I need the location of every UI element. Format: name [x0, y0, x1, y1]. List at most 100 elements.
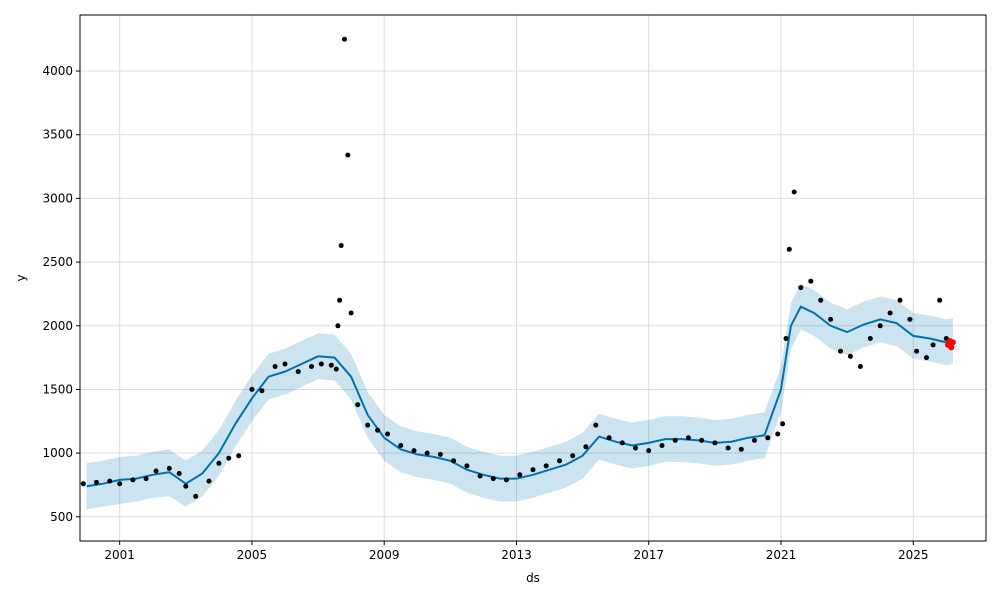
x-tick-label: 2009 — [369, 548, 400, 562]
observed-point — [838, 348, 843, 354]
observed-point — [94, 479, 99, 485]
observed-point — [685, 435, 691, 441]
observed-point — [342, 36, 347, 42]
observed-point — [166, 465, 172, 471]
uncertainty-band — [86, 283, 953, 510]
forecast-series — [86, 305, 954, 488]
observed-point — [783, 336, 789, 341]
observed-point — [333, 366, 339, 372]
observed-point — [847, 353, 853, 359]
y-tick-label: 2500 — [42, 255, 73, 269]
observed-point — [176, 471, 182, 476]
x-axis-label: ds — [526, 571, 540, 585]
observed-series — [80, 36, 949, 499]
observed-point — [451, 458, 457, 464]
observed-point — [282, 361, 288, 367]
y-tick-label: 3500 — [42, 128, 73, 142]
observed-point — [338, 243, 344, 248]
highlight-series — [945, 338, 956, 351]
observed-point — [659, 443, 665, 448]
observed-point — [543, 463, 549, 469]
observed-point — [249, 386, 255, 392]
observed-point — [309, 364, 314, 369]
observed-point — [887, 310, 893, 316]
observed-point — [226, 455, 232, 461]
observed-point — [897, 297, 903, 303]
y-tick-label: 3000 — [42, 191, 73, 205]
observed-point — [937, 297, 943, 303]
observed-point — [80, 481, 86, 487]
observed-point — [236, 453, 242, 459]
observed-point — [725, 445, 731, 451]
observed-point — [424, 450, 430, 456]
observed-point — [107, 478, 113, 484]
observed-point — [930, 342, 936, 348]
y-axis-label: y — [14, 274, 28, 281]
observed-point — [775, 431, 781, 437]
x-tick-label: 2001 — [104, 548, 135, 562]
observed-point — [857, 364, 863, 369]
observed-point — [328, 362, 334, 368]
observed-point — [337, 297, 343, 303]
observed-point — [183, 483, 189, 489]
x-tick-label: 2025 — [898, 548, 929, 562]
observed-point — [786, 246, 792, 252]
x-tick-label: 2021 — [766, 548, 797, 562]
observed-point — [672, 437, 678, 443]
observed-point — [752, 437, 757, 443]
plot-frame — [79, 14, 987, 542]
observed-point — [411, 448, 417, 454]
observed-point — [765, 435, 771, 441]
observed-point — [619, 440, 625, 446]
observed-point — [130, 477, 136, 483]
observed-point — [828, 316, 834, 322]
observed-point — [907, 316, 913, 322]
y-tick-label: 2000 — [42, 319, 73, 333]
forecast-line — [86, 305, 954, 488]
observed-point — [738, 446, 744, 452]
observed-point — [633, 445, 638, 451]
observed-point — [646, 448, 652, 454]
observed-point — [355, 402, 361, 408]
observed-point — [780, 421, 786, 427]
observed-point — [877, 323, 883, 329]
observed-point — [924, 355, 929, 361]
observed-point — [318, 361, 324, 367]
observed-point — [272, 364, 278, 369]
observed-point — [517, 472, 523, 478]
observed-point — [530, 467, 536, 473]
observed-point — [867, 336, 873, 341]
highlight-point — [948, 344, 955, 351]
highlight-point — [949, 339, 956, 346]
y-axis-ticks: 500 1000 1500 2000 2500 3000 3500 4000 — [42, 64, 80, 524]
observed-point — [477, 473, 483, 479]
grid-lines — [80, 15, 986, 541]
x-tick-label: 2017 — [633, 548, 664, 562]
observed-point — [593, 422, 599, 428]
observed-point — [557, 458, 562, 464]
observed-point — [193, 493, 199, 499]
observed-point — [143, 476, 149, 482]
x-tick-label: 2013 — [501, 548, 532, 562]
observed-point — [348, 310, 354, 316]
observed-point — [117, 481, 123, 487]
observed-point — [606, 435, 612, 441]
observed-point — [295, 369, 301, 375]
observed-point — [216, 460, 222, 466]
observed-point — [712, 440, 718, 446]
observed-point — [570, 453, 576, 459]
observed-point — [153, 468, 159, 474]
observed-point — [699, 437, 705, 443]
observed-point — [818, 297, 824, 303]
observed-point — [914, 348, 920, 354]
observed-point — [259, 388, 265, 394]
observed-point — [365, 422, 371, 428]
observed-point — [398, 443, 404, 448]
observed-point — [345, 152, 351, 158]
y-tick-label: 500 — [50, 510, 73, 524]
x-axis-ticks: 2001 2005 2009 2013 2017 2021 2025 — [104, 541, 929, 562]
observed-point — [504, 477, 509, 483]
observed-point — [583, 444, 589, 450]
observed-point — [385, 431, 390, 437]
observed-point — [206, 478, 212, 484]
